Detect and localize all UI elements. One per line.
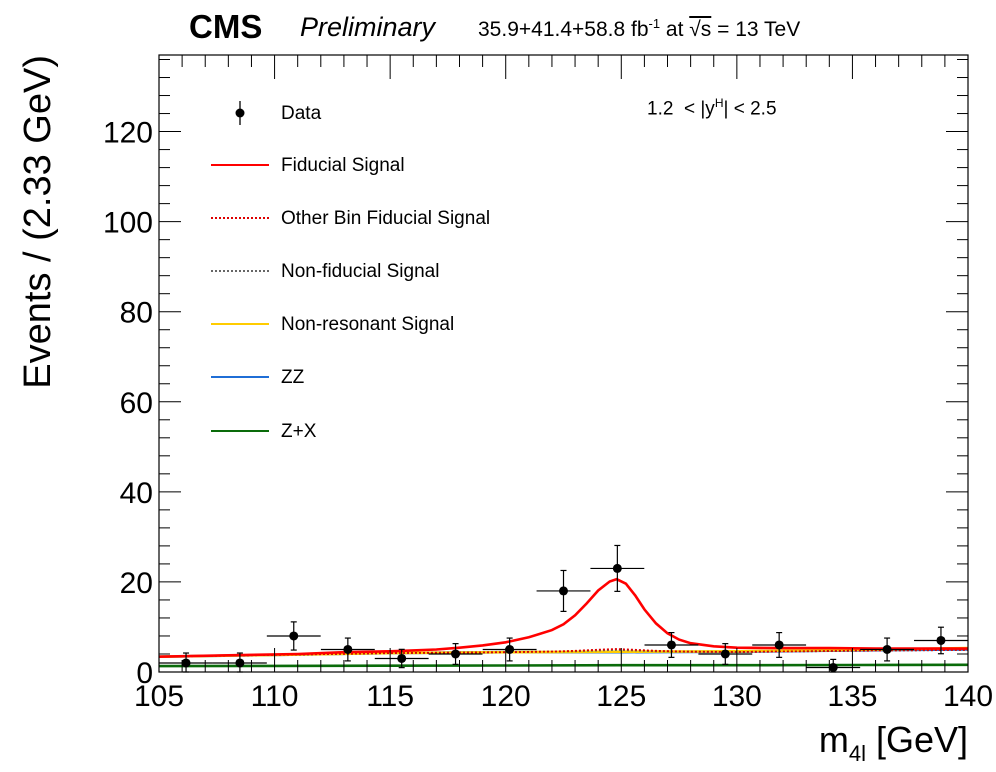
data-point xyxy=(914,626,968,655)
solid-line-icon xyxy=(211,430,269,432)
legend-label: ZZ xyxy=(281,367,305,388)
x-tick-label: 120 xyxy=(481,680,531,713)
data-marker-icon xyxy=(235,101,245,125)
x-tick-label: 115 xyxy=(366,680,414,713)
plot-frame xyxy=(158,54,969,673)
data-marker xyxy=(774,640,784,650)
data-marker xyxy=(666,640,676,650)
x-tick-label: 130 xyxy=(712,680,762,713)
x-axis-label: m4l [GeV] xyxy=(819,719,968,766)
y-tick-label: 100 xyxy=(103,207,153,240)
series-line-other-bin-fiducial-signal xyxy=(158,648,969,658)
solid-line-icon xyxy=(211,376,269,378)
data-point xyxy=(428,643,483,665)
y-tick-label: 0 xyxy=(136,657,153,690)
bin-var-sup: H xyxy=(714,96,724,110)
data-marker xyxy=(505,644,515,654)
energy-suffix: = 13 TeV xyxy=(711,18,801,41)
data-marker xyxy=(343,644,353,654)
data-point xyxy=(159,652,213,673)
lumi-exponent: -1 xyxy=(648,16,661,31)
data-marker xyxy=(882,644,892,654)
data-point xyxy=(860,637,915,662)
data-marker xyxy=(397,653,407,663)
dotted-line-icon xyxy=(211,217,269,219)
status-label: Preliminary xyxy=(300,12,436,42)
data-point xyxy=(536,569,591,612)
y-tick-label: 40 xyxy=(120,477,153,510)
solid-line-icon xyxy=(211,323,269,325)
legend-item-non-resonant-signal: Non-resonant Signal xyxy=(205,311,565,335)
data-marker xyxy=(936,635,946,645)
data-point xyxy=(644,631,699,658)
bin-lt1: < xyxy=(683,98,696,120)
data-marker xyxy=(181,658,191,668)
solid-line-icon xyxy=(211,164,269,166)
legend-item-fiducial-signal: Fiducial Signal xyxy=(205,152,565,176)
data-marker xyxy=(451,649,461,659)
legend-label: Non-resonant Signal xyxy=(281,314,455,335)
series-line-z-x xyxy=(158,663,969,668)
legend-label: Non-fiducial Signal xyxy=(281,261,440,282)
bin-label: 1.2 < |yH| < 2.5 xyxy=(647,96,777,120)
data-marker xyxy=(235,658,245,668)
bin-high: 2.5 xyxy=(750,98,777,120)
y-tick-label: 120 xyxy=(103,117,153,150)
data-point xyxy=(374,648,429,669)
y-tick-label: 80 xyxy=(120,297,153,330)
legend-item-other-bin-fiducial-signal: Other Bin Fiducial Signal xyxy=(205,205,565,229)
data-point xyxy=(482,637,537,662)
experiment-label: CMS xyxy=(189,8,263,45)
data-marker xyxy=(612,563,622,573)
data-marker xyxy=(720,649,730,659)
bin-var: |y xyxy=(700,98,715,120)
data-marker xyxy=(828,662,838,672)
axes-layer: 105 110 115 120 125 130 135 140 0 20 40 60 80 100 120 m… xyxy=(17,54,993,766)
legend-label: Other Bin Fiducial Signal xyxy=(281,208,491,229)
data-point xyxy=(590,544,645,592)
data-point xyxy=(698,643,753,665)
legend-item-non-fiducial-signal: Non-fiducial Signal xyxy=(205,258,565,282)
legend-item-z-plus-x: Z+X xyxy=(205,418,565,442)
bin-low: 1.2 xyxy=(647,98,674,120)
x-tick-label: 110 xyxy=(251,680,299,713)
bin-var-close: | xyxy=(723,98,729,120)
y-tick-label: 20 xyxy=(120,567,153,600)
x-tick-label: 105 xyxy=(134,680,184,713)
energy-mid: at xyxy=(660,18,690,41)
x-tick-label: 135 xyxy=(827,680,877,713)
luminosity-label: 35.9+41.4+58.8 fb-1 at √s = 13 TeV xyxy=(478,16,800,42)
y-tick-label: 60 xyxy=(120,387,153,420)
lumi-text: 35.9+41.4+58.8 fb xyxy=(478,18,649,41)
data-marker xyxy=(559,586,568,596)
sqrt-s: √s xyxy=(689,18,712,41)
data-point xyxy=(752,631,807,658)
x-tick-label: 140 xyxy=(943,680,993,713)
bin-lt2: < xyxy=(733,98,745,120)
x-tick-label: 125 xyxy=(596,680,646,713)
y-axis-label: Events / (2.33 GeV) xyxy=(17,55,59,389)
data-point xyxy=(266,621,321,651)
data-marker xyxy=(289,631,299,641)
legend-label: Fiducial Signal xyxy=(281,155,405,176)
dotted-line-icon xyxy=(211,270,269,272)
legend-label: Data xyxy=(281,103,322,124)
data-points-layer xyxy=(159,544,968,673)
legend-item-data: Data xyxy=(205,100,565,125)
series-line-fiducial-signal xyxy=(158,577,968,658)
legend-label: Z+X xyxy=(281,421,317,442)
data-point xyxy=(320,637,375,662)
legend-item-zz: ZZ xyxy=(205,364,565,388)
